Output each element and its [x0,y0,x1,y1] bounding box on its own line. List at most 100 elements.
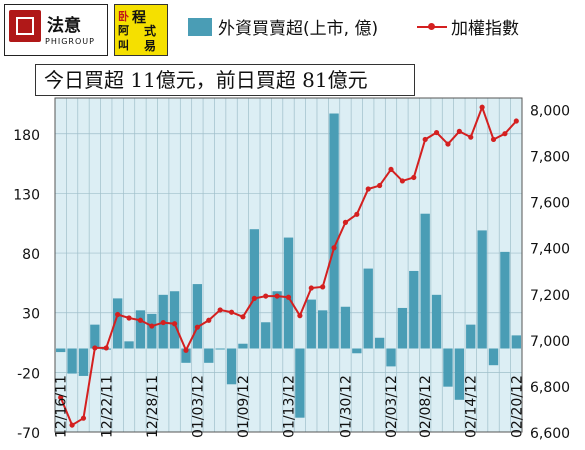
index-point [69,422,75,428]
x-tick-label: 01/13/12 [282,375,298,438]
index-point [160,319,166,326]
bar [169,291,180,349]
bar [386,348,396,367]
bar [329,113,339,349]
logo2-char: 程 [132,10,146,26]
index-point [468,134,474,140]
logo2-char: 式 [144,24,157,38]
bar [466,324,476,349]
bar [409,270,419,349]
index-point [137,317,144,323]
y-left-tick-label: 180 [13,128,40,144]
legend-bar-label: 外資買賣超(上市, 億) [218,19,379,39]
x-tick-label: 01/03/12 [190,375,206,438]
index-point [411,174,417,181]
index-point [92,345,98,351]
bar [272,291,282,349]
index-point [320,284,326,290]
index-point [354,211,360,217]
bar [124,341,134,349]
chart-subtitle: 今日買超 11億元，前日買超 81億元 [35,64,415,96]
legend-bar-swatch [188,18,212,36]
index-point [365,186,371,192]
x-tick-label: 02/08/12 [418,375,434,438]
bar [363,268,373,349]
y-left-tick-label: 130 [13,187,40,203]
logo2-char: 易 [144,39,157,53]
bar [181,348,191,363]
bar [488,348,499,366]
index-point [217,307,223,313]
bar [90,324,100,349]
index-point [206,317,212,323]
index-point [433,129,440,136]
index-point [251,295,257,301]
y-left-tick-label: -70 [17,426,40,442]
index-point [479,104,485,110]
index-point [115,311,121,318]
bar [249,229,259,349]
bar [397,307,408,349]
x-tick-label: 02/20/12 [509,375,525,438]
bar [443,348,453,387]
y-right-tick-label: 8,000 [530,104,570,120]
bar [192,284,203,349]
index-point [456,128,462,134]
x-tick-label: 01/09/12 [236,375,252,438]
bar [67,348,77,374]
index-point [80,415,87,421]
y-right-tick-label: 7,800 [530,150,570,166]
index-point [342,219,349,225]
y-right-tick-label: 7,200 [530,288,570,304]
program-trading-logo: 卧 程 阿 式 叫 易 [114,4,168,56]
index-point [274,293,280,299]
x-tick-label: 02/03/12 [384,375,400,438]
legend-line-label: 加權指數 [451,19,519,39]
bar [477,230,487,349]
index-point [126,315,132,321]
bar [78,348,89,376]
index-point [240,314,246,320]
bar [295,348,305,418]
index-point [263,293,269,299]
x-tick-label: 02/14/12 [464,375,480,438]
logo-brand-text: 法意 [47,16,81,36]
phigroup-seal-icon [9,10,41,42]
x-tick-label: 12/28/11 [145,375,161,438]
y-right-tick-label: 7,600 [530,196,570,212]
x-tick-label: 12/22/11 [99,375,115,438]
index-point [308,285,314,291]
y-left-tick-label: 80 [22,247,40,263]
bar [204,348,214,363]
y-right-tick-label: 7,000 [530,334,570,350]
index-point [103,345,109,351]
y-left-tick-label: 30 [22,307,40,323]
bar [500,251,510,349]
legend-line-marker [428,23,435,30]
bar [215,348,225,350]
y-right-tick-label: 6,600 [530,426,570,442]
index-point [445,141,451,147]
bar [135,310,146,349]
index-point [58,394,64,401]
index-point [228,309,235,315]
bar [56,348,66,353]
bar [261,322,271,349]
index-point [490,136,497,143]
bar [340,306,351,349]
bar [431,294,442,349]
bar [112,298,123,349]
phigroup-logo: 法意 PHIGROUP [4,4,108,56]
index-point [388,166,394,173]
index-point [513,118,519,124]
y-right-tick-label: 7,400 [530,242,570,258]
index-point [171,321,178,327]
index-point [183,347,189,353]
bar [238,343,248,349]
index-point [285,294,292,300]
bar [147,313,157,349]
bar [318,310,328,349]
logo-brand-en-text: PHIGROUP [45,37,95,46]
bar [352,348,362,354]
